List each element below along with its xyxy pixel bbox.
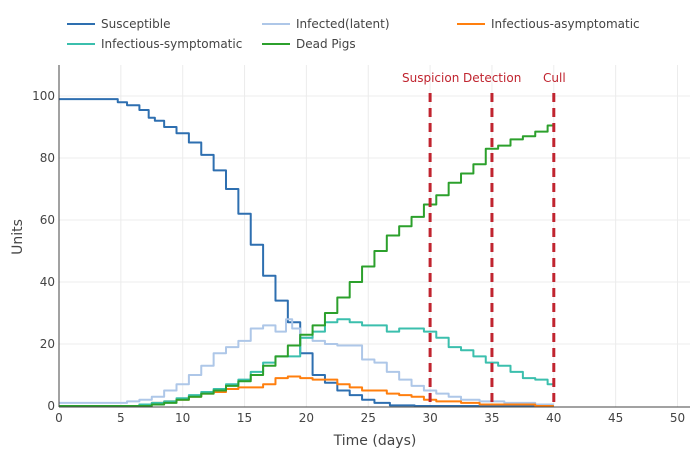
y-tick-label: 20 <box>40 337 55 351</box>
annotation-label-suspicion: Suspicion <box>402 71 459 85</box>
grid <box>59 65 690 407</box>
x-tick-label: 40 <box>546 411 561 425</box>
series-line-infected-latent- <box>59 318 554 406</box>
legend-item-infected-latent-[interactable]: Infected(latent) <box>262 17 390 31</box>
annotation-label-cull: Cull <box>543 71 566 85</box>
legend-item-infectious-asymptomatic[interactable]: Infectious-asymptomatic <box>457 17 640 31</box>
legend-label: Susceptible <box>101 17 170 31</box>
x-tick-label: 0 <box>55 411 63 425</box>
x-tick-label: 35 <box>484 411 499 425</box>
legend-label: Infectious-asymptomatic <box>491 17 640 31</box>
y-axis-title: Units <box>10 219 26 255</box>
series-line-dead-pigs <box>59 124 554 407</box>
legend-label: Infected(latent) <box>296 17 390 31</box>
series-line-infectious-symptomatic <box>59 318 554 407</box>
x-tick-label: 30 <box>422 411 437 425</box>
y-tick-label: 60 <box>40 213 55 227</box>
x-tick-label: 15 <box>237 411 252 425</box>
y-tick-label: 40 <box>40 275 55 289</box>
legend-item-dead-pigs[interactable]: Dead Pigs <box>262 37 356 51</box>
legend-label: Dead Pigs <box>296 37 356 51</box>
annotation-label-detection: Detection <box>463 71 521 85</box>
x-tick-label: 5 <box>117 411 125 425</box>
annotations-group: Suspicion Detection Cull <box>402 71 566 407</box>
x-tick-label: 50 <box>670 411 685 425</box>
x-axis-title: Time (days) <box>333 433 417 449</box>
legend-label: Infectious-symptomatic <box>101 37 242 51</box>
y-tick-label: 0 <box>47 399 55 413</box>
y-tick-label: 100 <box>32 89 55 103</box>
legend-item-infectious-symptomatic[interactable]: Infectious-symptomatic <box>67 37 242 51</box>
x-tick-label: 10 <box>175 411 190 425</box>
axes: 0 5 10 15 20 25 30 35 40 45 50 0 20 40 60 80 100 <box>32 65 690 425</box>
legend[interactable]: Susceptible Infected(latent) Infectious-as… <box>67 17 640 51</box>
x-tick-label: 45 <box>608 411 623 425</box>
series-group <box>59 98 554 407</box>
series-line-susceptible <box>59 98 554 407</box>
x-tick-label: 20 <box>299 411 314 425</box>
legend-item-susceptible[interactable]: Susceptible <box>67 17 170 31</box>
x-tick-label: 25 <box>361 411 376 425</box>
y-tick-label: 80 <box>40 151 55 165</box>
